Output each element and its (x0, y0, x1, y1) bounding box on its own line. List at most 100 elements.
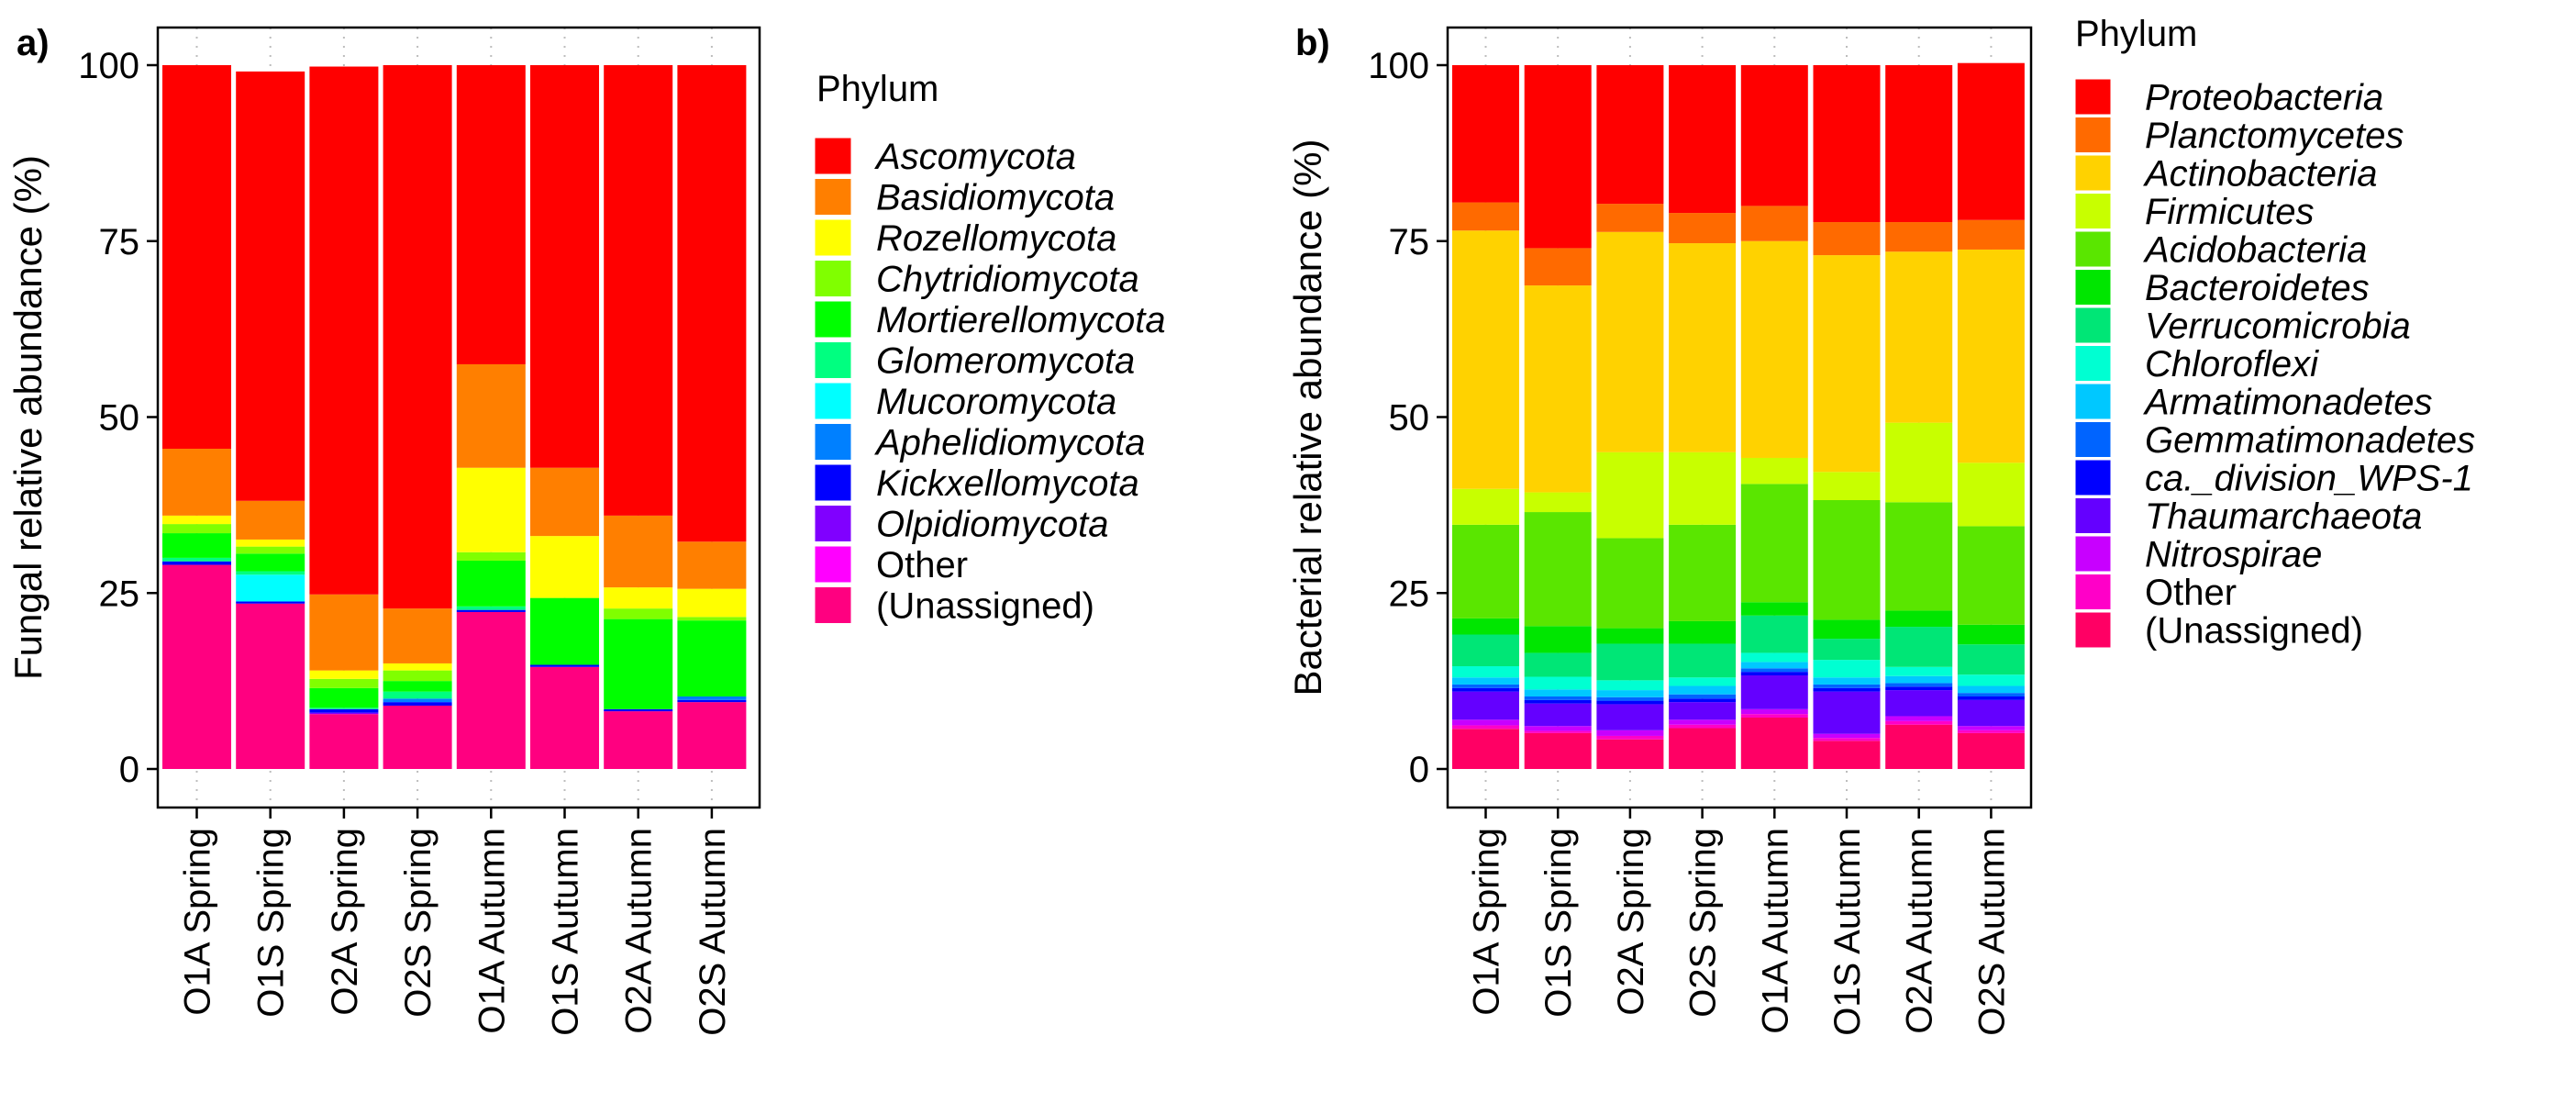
bar-segment (1524, 696, 1592, 700)
bar-segment (1885, 627, 1953, 667)
legend-entry: Mucoromycota (876, 382, 1116, 422)
legend-entry: Other (876, 545, 968, 585)
chart-panel-2: 0 25 50 75 100 O1A Spring O1S Spring O2A Spring… (1286, 14, 2475, 1036)
legend-swatch (2074, 230, 2112, 268)
legend-swatch (2074, 459, 2112, 496)
bar-segment (383, 670, 452, 682)
bar-segment (309, 66, 379, 595)
bar-segment (1596, 628, 1664, 644)
bar-segment (1957, 249, 2025, 463)
legend-entry: Thaumarchaeota (2145, 496, 2422, 537)
x-tick-label: O1S Autumn (1827, 828, 1868, 1036)
bar-segment (383, 691, 452, 699)
bar-segment (1669, 451, 1737, 525)
bar-segment (456, 606, 526, 610)
x-tick-label: O1A Spring (1467, 828, 1507, 1016)
bar-segment (1452, 725, 1519, 730)
x-tick-label: O1S Autumn (546, 828, 586, 1036)
bar-segment (1452, 524, 1519, 618)
bar-segment (1740, 714, 1808, 719)
bar-segment (1740, 662, 1808, 669)
legend-entry: Chloroflexi (2145, 344, 2319, 384)
bar-segment (1669, 685, 1737, 695)
bar-segment (1524, 699, 1592, 704)
legend-entry: (Unassigned) (876, 586, 1094, 627)
bar-segment (530, 597, 599, 665)
bar-segment (677, 617, 747, 621)
legend-entry: Ascomycota (874, 137, 1076, 177)
bar-segment (1452, 202, 1519, 231)
legend-swatch (2074, 535, 2112, 573)
bar-segment (162, 564, 231, 769)
bar-segment (1740, 240, 1808, 458)
bar-segment (1596, 680, 1664, 691)
bar-segment (1596, 643, 1664, 681)
bar-segment (604, 711, 673, 769)
bar-segment (1524, 652, 1592, 677)
x-tick-label: O2A Autumn (1900, 828, 1940, 1034)
bar-segment (1669, 65, 1737, 214)
bar-segment (1452, 65, 1519, 203)
bar-segment (1885, 716, 1953, 721)
bar-segment (1813, 684, 1881, 688)
bar-segment (1957, 674, 2025, 686)
bar-segment (1524, 492, 1592, 513)
bar-segment (1669, 694, 1737, 699)
x-tick-label: O1S Spring (251, 828, 292, 1018)
bar-segment (1669, 698, 1737, 703)
bar-segment (383, 705, 452, 769)
bar-segment (1957, 644, 2025, 675)
bar-segment (1885, 65, 1953, 223)
legend-entry: Glomeromycota (876, 341, 1135, 382)
bar-segment (309, 670, 379, 679)
bar-segment (309, 687, 379, 708)
bar-segment (1885, 666, 1953, 676)
bar-segment (1740, 672, 1808, 675)
bar-segment (1524, 626, 1592, 653)
bar-segment (1813, 691, 1881, 734)
bar-segment (236, 546, 305, 554)
bar-segment (309, 594, 379, 671)
legend-swatch (814, 137, 852, 175)
y-tick-label: 0 (1409, 750, 1429, 790)
bar-segment (1957, 732, 2025, 769)
legend-swatch (814, 505, 852, 542)
bar-segment (1813, 660, 1881, 678)
bar-segment (1524, 65, 1592, 249)
bar-segment (1452, 488, 1519, 525)
legend-entry: Chytridiomycota (876, 260, 1139, 300)
bar-segment (1957, 726, 2025, 730)
bar-segment (1596, 690, 1664, 697)
bar-segment (1452, 666, 1519, 678)
bar-segment (677, 702, 747, 769)
y-tick-label: 25 (99, 574, 140, 614)
bar-segment (1813, 677, 1881, 685)
bar-segment (456, 467, 526, 552)
bar-segment (1813, 472, 1881, 501)
legend-entry: Other (2145, 573, 2237, 613)
bar-segment (1669, 719, 1737, 725)
bar-segment (530, 664, 599, 667)
legend-entry: Bacteroidetes (2145, 268, 2370, 308)
bar-segment (604, 708, 673, 712)
bar-segment (236, 601, 305, 604)
legend-swatch (2074, 78, 2112, 116)
bar-segment (1740, 65, 1808, 206)
bar-segment (1596, 65, 1664, 205)
bar-segment (1740, 674, 1808, 709)
bar-segment (1452, 634, 1519, 667)
x-tick-label: O2A Spring (325, 828, 365, 1016)
bar-segment (1813, 65, 1881, 223)
legend-swatch (814, 341, 852, 379)
bar-segment (1524, 703, 1592, 727)
bar-segment (530, 65, 599, 468)
bar-segment (1957, 219, 2025, 250)
bar-segment (162, 515, 231, 525)
bar-segment (1452, 230, 1519, 489)
bar-segment (1885, 675, 1953, 684)
bar-segment (677, 699, 747, 703)
bar-segment (1813, 500, 1881, 620)
bar-segment (383, 681, 452, 692)
bar-segment (1669, 524, 1737, 621)
